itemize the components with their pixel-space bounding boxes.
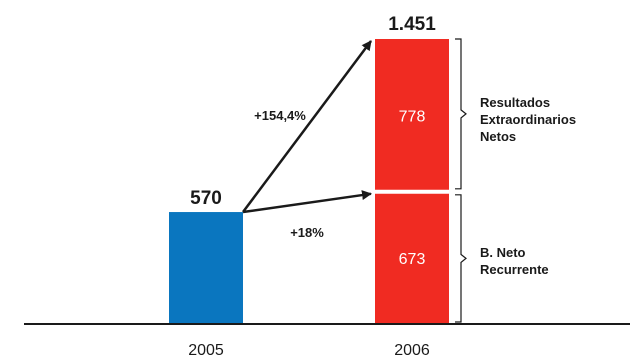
annotation-growth-total: +154,4% [254, 108, 306, 123]
x-tick-2005: 2005 [188, 342, 224, 359]
segment-label-extraordinary: 778 [399, 108, 426, 125]
bracket-label-extraordinary: Resultados Extraordinarios Netos [480, 95, 580, 144]
annotation-growth-recurrent: +18% [290, 225, 324, 240]
growth-arrow-recurrent [242, 190, 372, 214]
bar-2005 [169, 212, 243, 324]
segment-label-recurrent: 673 [399, 251, 426, 268]
bracket-recurrent [455, 194, 467, 323]
bracket-label-recurrent-line2: Recurrente [480, 262, 549, 277]
bar-2006-extraordinary [375, 39, 449, 192]
x-tick-2006: 2006 [394, 342, 430, 359]
growth-arrow-total [241, 40, 373, 213]
bracket-label-extraordinary-line2: Extraordinarios [480, 112, 576, 127]
bracket-label-recurrent: B. Neto Recurrente [480, 245, 549, 277]
bracket-label-extraordinary-line3: Netos [480, 129, 516, 144]
bracket-extraordinary [455, 38, 467, 190]
bracket-label-extraordinary-line1: Resultados [480, 95, 550, 110]
bar-2006-recurrent [375, 191, 449, 324]
bracket-label-recurrent-line1: B. Neto [480, 245, 526, 260]
total-label-2006: 1.451 [388, 14, 436, 35]
total-label-2005: 570 [190, 188, 222, 209]
